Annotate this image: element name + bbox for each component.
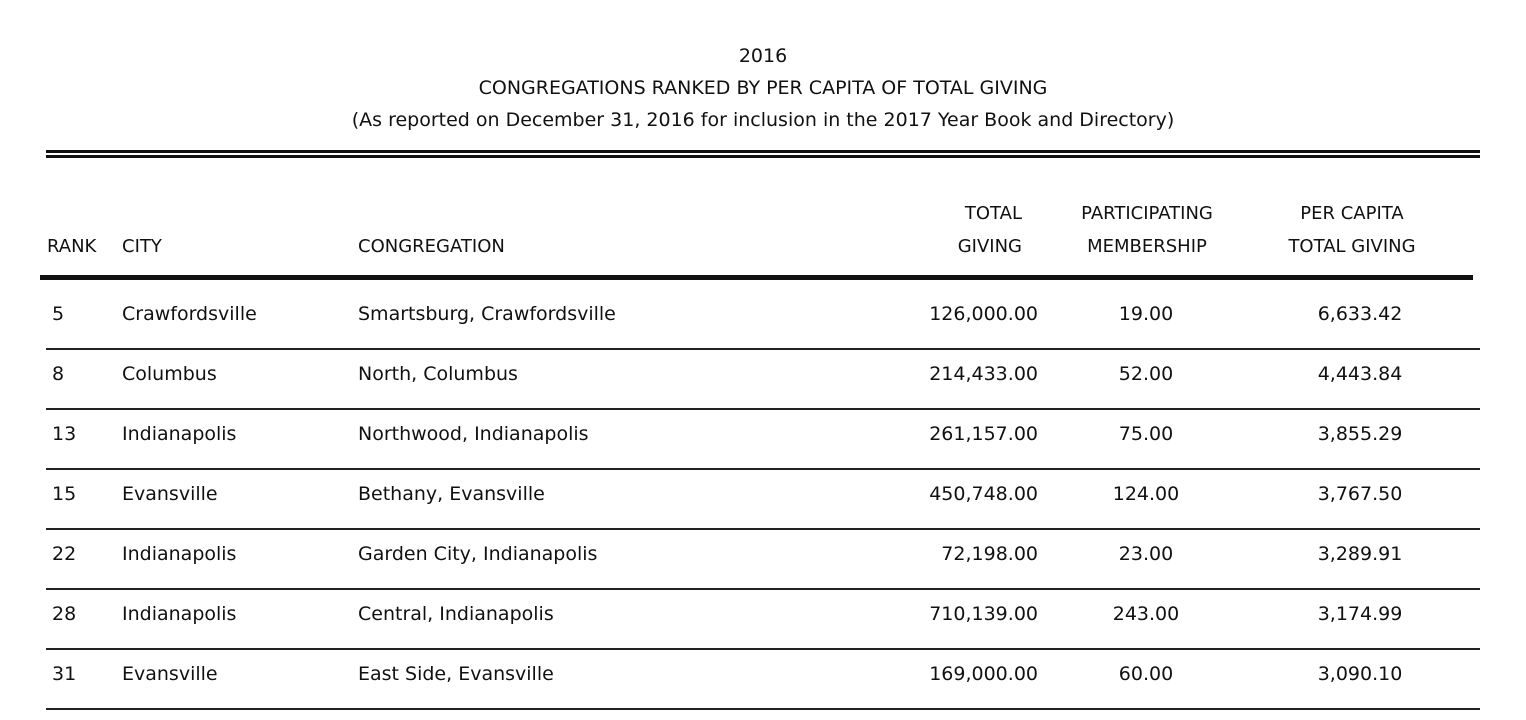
cell-per-capita: 3,855.29 [1317, 423, 1403, 445]
table-row: 22 Indianapolis Garden City, Indianapolis 7… [46, 528, 1480, 590]
cell-membership: 23.00 [1118, 543, 1174, 565]
header-city: CITY [122, 236, 162, 257]
cell-city: Evansville [122, 663, 218, 685]
cell-congregation: Central, Indianapolis [358, 603, 554, 625]
header-total-giving-1: TOTAL [964, 203, 1022, 224]
cell-membership: 60.00 [1118, 663, 1174, 685]
cell-city: Indianapolis [122, 603, 237, 625]
cell-total-giving: 261,157.00 [929, 423, 1038, 445]
cell-membership: 75.00 [1118, 423, 1174, 445]
table-row: 15 Evansville Bethany, Evansville 450,748.0… [46, 468, 1480, 530]
cell-rank: 15 [52, 483, 77, 505]
cell-per-capita: 3,090.10 [1317, 663, 1403, 685]
cell-congregation: North, Columbus [358, 363, 518, 385]
report-subtitle: (As reported on December 31, 2016 for in… [351, 109, 1175, 131]
cell-city: Crawfordsville [122, 303, 257, 325]
cell-rank: 31 [52, 663, 77, 685]
cell-per-capita: 3,289.91 [1317, 543, 1403, 565]
header-congregation: CONGREGATION [358, 236, 505, 257]
header-membership-2: MEMBERSHIP [1087, 236, 1207, 257]
double-rule-bottom [46, 155, 1480, 158]
report-year: 2016 [738, 45, 788, 67]
cell-membership: 52.00 [1118, 363, 1174, 385]
header-per-capita-1: PER CAPITA [1300, 203, 1404, 224]
report-title: CONGREGATIONS RANKED BY PER CAPITA OF TO… [478, 77, 1048, 99]
cell-rank: 28 [52, 603, 77, 625]
table-row: 28 Indianapolis Central, Indianapolis 710,1… [46, 588, 1480, 650]
header-rule [40, 275, 1473, 280]
cell-city: Indianapolis [122, 423, 237, 445]
table-row: 13 Indianapolis Northwood, Indianapolis 261… [46, 408, 1480, 470]
table-row: 8 Columbus North, Columbus 214,433.00 52.00 4… [46, 348, 1480, 410]
header-total-giving-2: GIVING [957, 236, 1022, 257]
cell-per-capita: 6,633.42 [1317, 303, 1403, 325]
cell-congregation: Northwood, Indianapolis [358, 423, 589, 445]
cell-congregation: Garden City, Indianapolis [358, 543, 598, 565]
cell-membership: 243.00 [1112, 603, 1180, 625]
header-per-capita-2: TOTAL GIVING [1288, 236, 1416, 257]
cell-membership: 124.00 [1112, 483, 1180, 505]
cell-per-capita: 3,174.99 [1317, 603, 1403, 625]
cell-total-giving: 450,748.00 [929, 483, 1038, 505]
cell-rank: 5 [52, 303, 65, 325]
table-row: 5 Crawfordsville Smartsburg, Crawfordsvill… [46, 288, 1480, 350]
double-rule-top [46, 150, 1480, 153]
cell-congregation: Bethany, Evansville [358, 483, 545, 505]
cell-total-giving: 710,139.00 [929, 603, 1038, 625]
cell-rank: 22 [52, 543, 77, 565]
cell-city: Columbus [122, 363, 217, 385]
cell-congregation: East Side, Evansville [358, 663, 554, 685]
header-rank: RANK [47, 236, 97, 257]
cell-total-giving: 72,198.00 [941, 543, 1038, 565]
cell-rank: 8 [52, 363, 65, 385]
cell-total-giving: 214,433.00 [929, 363, 1038, 385]
cell-city: Evansville [122, 483, 218, 505]
cell-membership: 19.00 [1118, 303, 1174, 325]
table-row: 31 Evansville East Side, Evansville 169,000… [46, 648, 1480, 710]
cell-city: Indianapolis [122, 543, 237, 565]
header-membership-1: PARTICIPATING [1081, 203, 1213, 224]
cell-total-giving: 126,000.00 [929, 303, 1038, 325]
cell-per-capita: 4,443.84 [1317, 363, 1403, 385]
cell-per-capita: 3,767.50 [1317, 483, 1403, 505]
cell-congregation: Smartsburg, Crawfordsville [358, 303, 616, 325]
cell-rank: 13 [52, 423, 77, 445]
cell-total-giving: 169,000.00 [929, 663, 1038, 685]
